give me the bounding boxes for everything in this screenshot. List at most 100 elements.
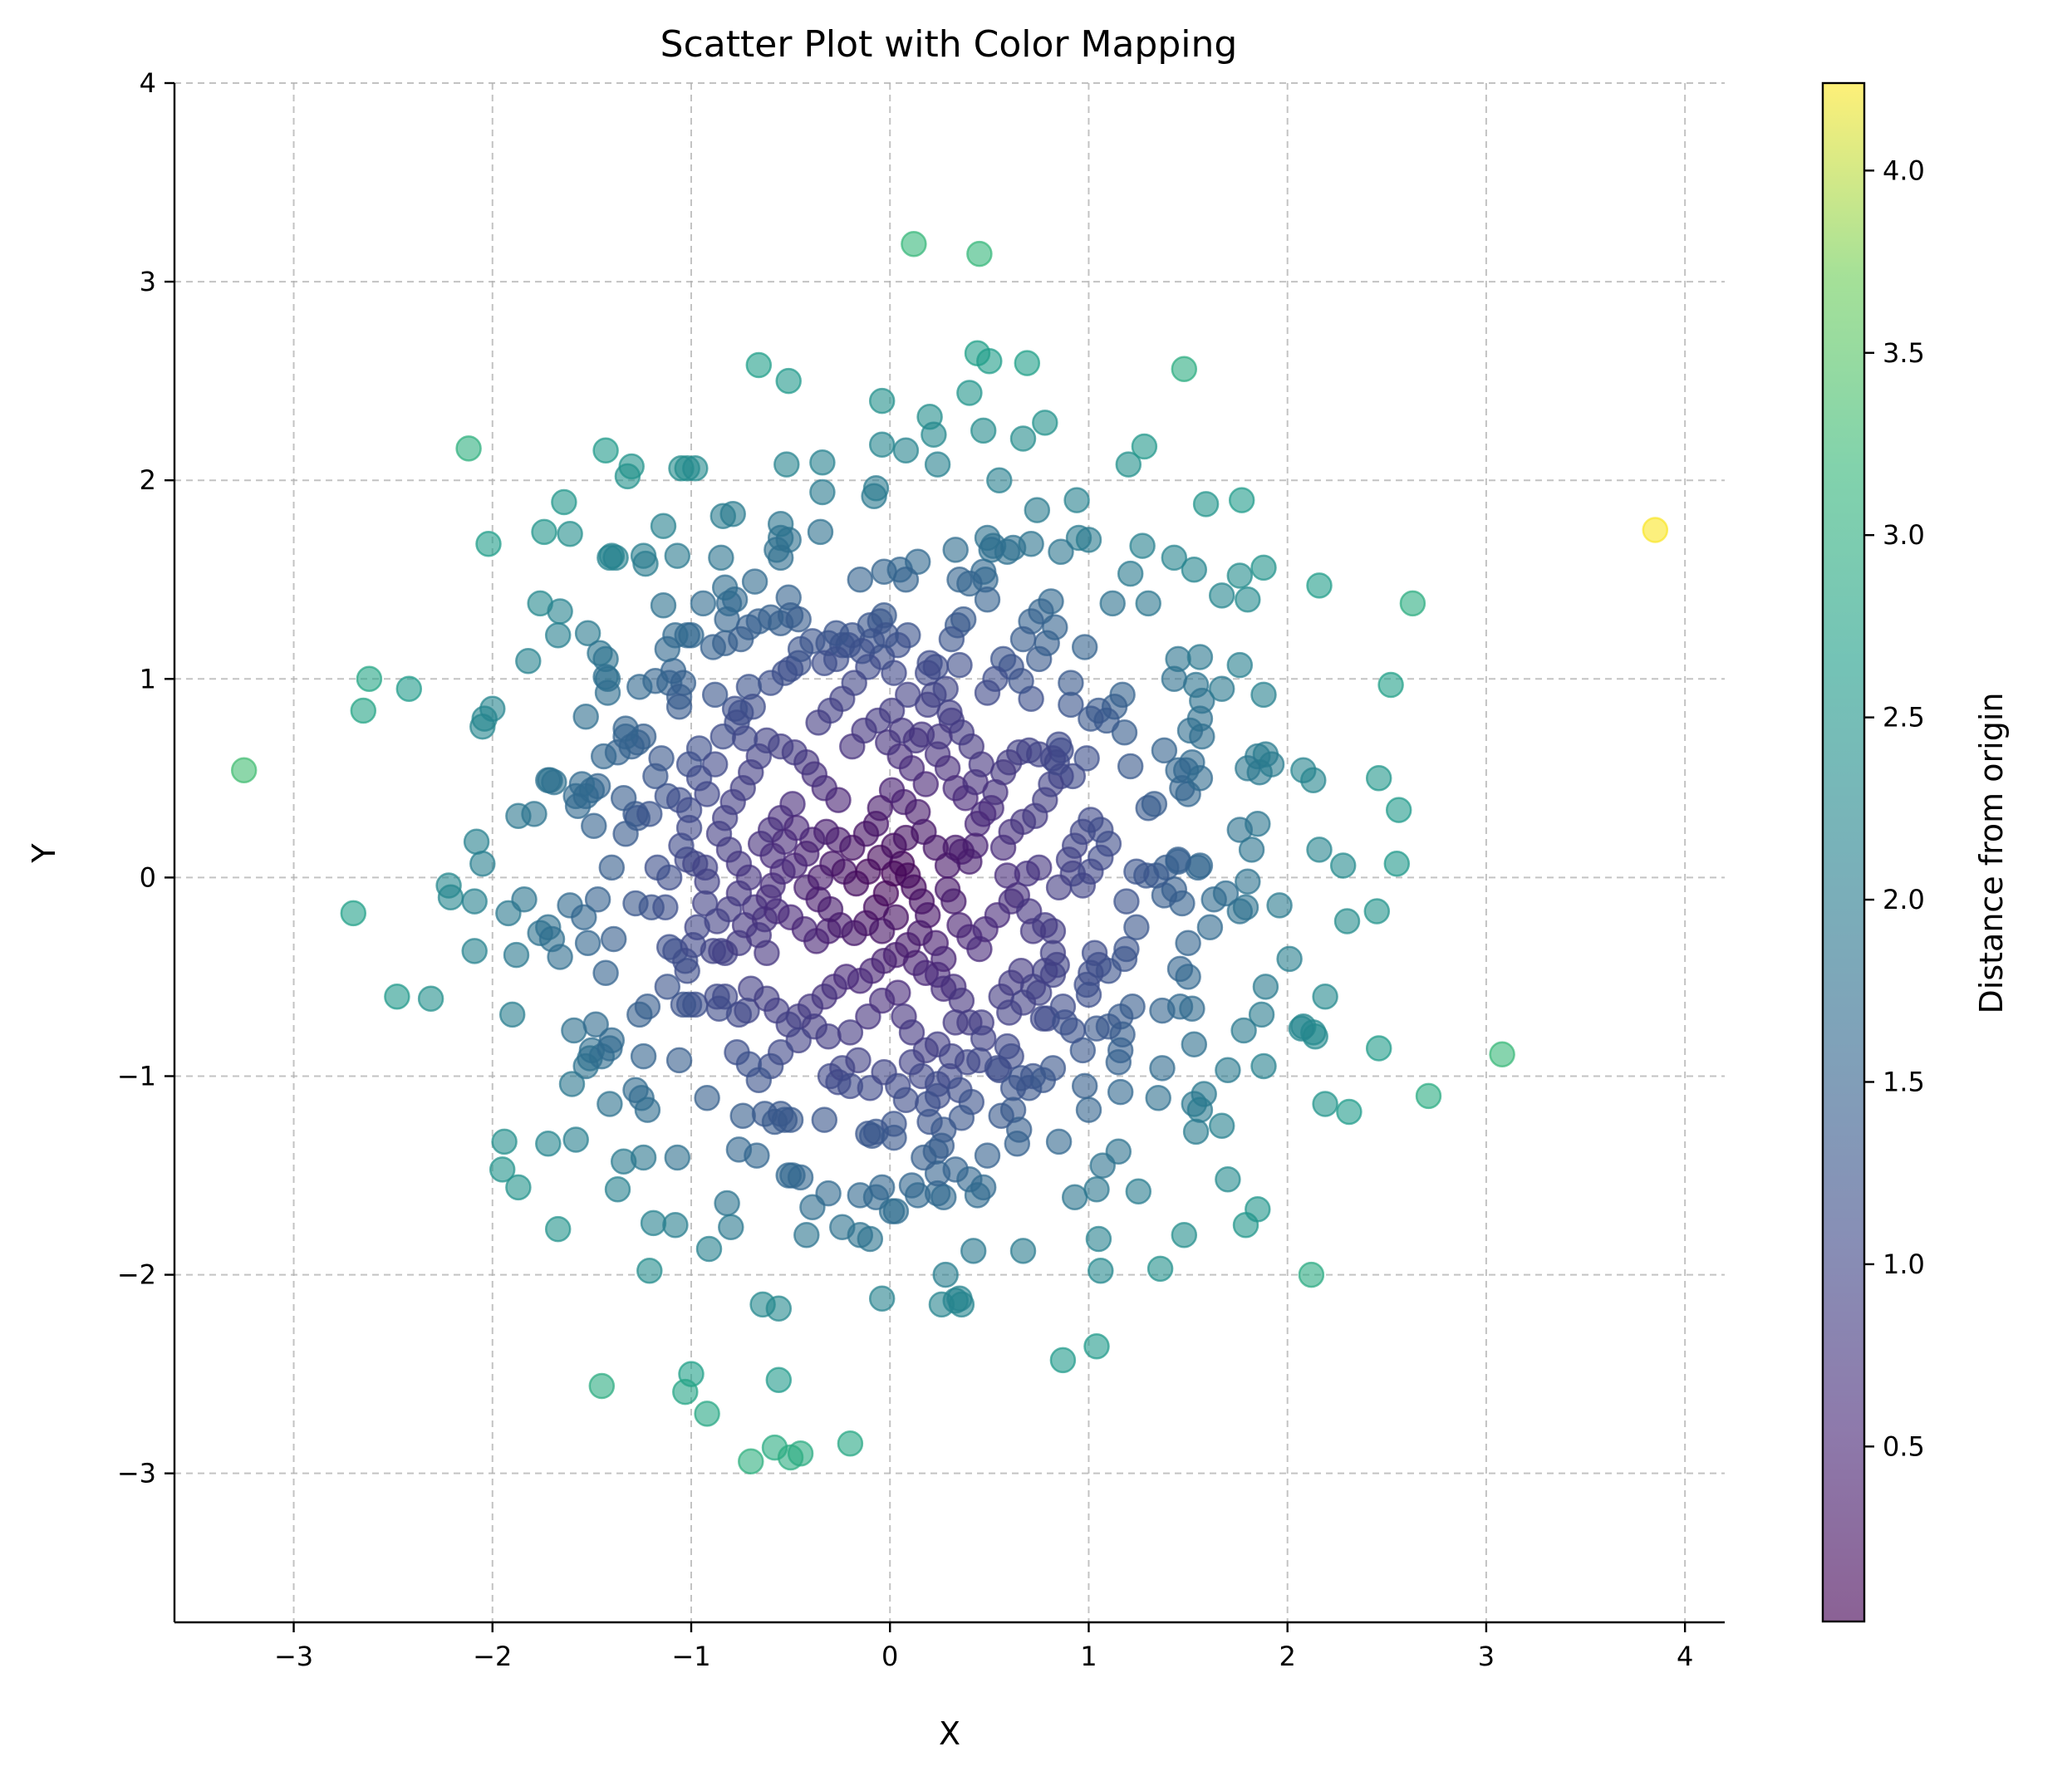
scatter-point	[775, 367, 802, 395]
scatter-point	[783, 814, 810, 841]
scatter-point	[868, 918, 896, 944]
scatter-point	[630, 1043, 657, 1070]
scatter-point	[551, 488, 577, 516]
colorbar-frame	[1821, 81, 1866, 1623]
scatter-point	[1175, 930, 1201, 957]
scatter-point	[694, 868, 720, 895]
scatter-point	[1032, 410, 1058, 436]
scatter-point	[817, 895, 844, 923]
scatter-point	[761, 1434, 788, 1461]
scatter-point	[684, 914, 710, 940]
scatter-point	[787, 1164, 814, 1191]
scatter-point	[1186, 852, 1214, 879]
scatter-point	[1365, 1035, 1392, 1062]
scatter-point	[892, 824, 920, 851]
scatter-point	[970, 417, 997, 444]
scatter-point	[1252, 741, 1279, 768]
scatter-point	[868, 1174, 896, 1201]
scatter-point	[1290, 757, 1317, 784]
scatter-point	[892, 1087, 920, 1113]
scatter-point	[491, 1128, 518, 1155]
colorbar-tick-label: 2.5	[1883, 702, 1925, 733]
x-tick-label: 1	[1080, 1641, 1097, 1672]
scatter-point	[1642, 517, 1669, 543]
scatter-point	[1032, 958, 1058, 984]
scatter-point	[757, 670, 784, 696]
scatter-point	[868, 1285, 896, 1312]
scatter-point	[986, 467, 1013, 493]
scatter-point	[902, 727, 930, 754]
scatter-point	[572, 703, 599, 730]
x-tick-label: −3	[274, 1641, 313, 1672]
scatter-point	[1192, 491, 1220, 518]
scatter-point	[461, 938, 488, 964]
scatter-point	[1045, 1128, 1073, 1155]
y-tick-label: −3	[117, 1458, 156, 1489]
scatter-point	[547, 944, 573, 970]
scatter-point	[544, 621, 572, 649]
scatter-point	[718, 1214, 744, 1240]
scatter-point	[765, 1295, 793, 1322]
scatter-point	[1115, 451, 1142, 478]
scatter-point	[356, 665, 383, 693]
scatter-point	[1252, 974, 1279, 1000]
scatter-point	[636, 801, 663, 827]
scatter-point	[763, 537, 790, 563]
scatter-point	[1107, 1078, 1134, 1106]
scatter-point	[811, 1106, 838, 1133]
scatter-point	[1105, 1048, 1132, 1076]
scatter-point	[574, 620, 601, 647]
scatter-point	[650, 592, 677, 619]
scatter-point	[230, 757, 258, 784]
scatter-point	[805, 709, 832, 736]
scatter-point	[940, 888, 967, 915]
y-tick-label: −2	[117, 1259, 156, 1291]
scatter-point	[630, 1144, 657, 1171]
scatter-point	[463, 828, 490, 856]
scatter-point	[911, 1144, 937, 1171]
scatter-point	[1226, 562, 1254, 589]
scatter-point	[1226, 651, 1254, 679]
scatter-point	[664, 1144, 691, 1171]
scatter-point	[650, 513, 677, 539]
scatter-point	[672, 1378, 699, 1406]
scatter-point	[711, 574, 739, 601]
y-axis-ticks: −3 −2 −1 0 1 2 3 4	[117, 67, 174, 1489]
scatter-point	[719, 501, 746, 527]
scatter-point	[811, 650, 838, 676]
scatter-point	[1298, 1261, 1325, 1288]
scatter-point	[1399, 590, 1426, 617]
scatter-point	[898, 1019, 926, 1046]
scatter-point	[1208, 675, 1235, 702]
scatter-point	[1131, 433, 1158, 460]
scatter-point	[1071, 634, 1098, 660]
scatter-point	[592, 437, 619, 464]
scatter-point	[901, 230, 927, 258]
scatter-point	[847, 1222, 874, 1249]
chart-title: Scatter Plot with Color Mapping	[660, 23, 1238, 66]
scatter-point	[837, 1019, 864, 1046]
colorbar-ticks: 0.5 1.0 1.5 2.0 2.5 3.0 3.5 4.0	[1864, 155, 1925, 1462]
scatter-point	[1215, 1057, 1241, 1084]
colorbar-tick-label: 2.0	[1883, 884, 1925, 915]
scatter-point	[999, 1075, 1027, 1101]
colorbar-tick-label: 0.5	[1883, 1430, 1925, 1462]
scatter-point	[988, 1102, 1014, 1130]
colorbar-label: Distance from origin	[1973, 693, 2010, 1014]
scatter-point	[938, 626, 965, 653]
scatter-point	[640, 1209, 667, 1237]
scatter-point	[1226, 898, 1254, 925]
colorbar-tick-label: 1.0	[1883, 1249, 1925, 1280]
colorbar: 0.5 1.0 1.5 2.0 2.5 3.0 3.5 4.0 Distance from o…	[1821, 81, 2010, 1623]
scatter-point	[942, 537, 969, 563]
scatter-point	[1123, 914, 1150, 940]
scatter-point	[1186, 1097, 1214, 1123]
scatter-point	[1058, 691, 1084, 719]
scatter-point	[765, 1366, 793, 1394]
scatter-point	[1111, 719, 1138, 746]
scatter-point	[1123, 858, 1150, 885]
scatter-point	[974, 586, 1001, 613]
scatter-point	[1014, 350, 1041, 376]
scatter-point	[773, 451, 800, 478]
scatter-point	[1377, 671, 1404, 699]
